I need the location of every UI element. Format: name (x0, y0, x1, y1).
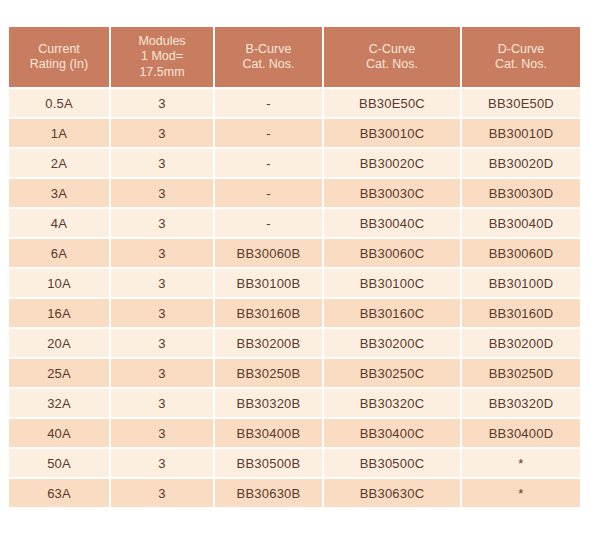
table-cell-modules: 3 (111, 149, 213, 177)
column-header-d-curve: D-Curve Cat. Nos. (462, 27, 580, 87)
table-cell-c_curve: BB30010C (324, 119, 460, 147)
table-row: 63A3BB30630BBB30630C* (9, 479, 580, 507)
table-row: 1A3-BB30010CBB30010D (9, 119, 580, 147)
column-header-b-curve: B-Curve Cat. Nos. (215, 27, 322, 87)
table-cell-b_curve: - (215, 149, 322, 177)
table-cell-d_curve: BB30250D (462, 359, 580, 387)
table-cell-b_curve: BB30630B (215, 479, 322, 507)
table-cell-d_curve: BB30400D (462, 419, 580, 447)
column-header-current-rating: Current Rating (In) (9, 27, 109, 87)
table-cell-b_curve: - (215, 209, 322, 237)
table-cell-current_rating: 50A (9, 449, 109, 477)
table-cell-modules: 3 (111, 179, 213, 207)
table-header-row: Current Rating (In) Modules 1 Mod= 17.5m… (9, 27, 580, 87)
table-cell-d_curve: BB30010D (462, 119, 580, 147)
table-header: Current Rating (In) Modules 1 Mod= 17.5m… (9, 27, 580, 87)
column-header-modules: Modules 1 Mod= 17.5mm (111, 27, 213, 87)
table-cell-current_rating: 1A (9, 119, 109, 147)
table-cell-modules: 3 (111, 359, 213, 387)
table-cell-d_curve: BB30E50D (462, 89, 580, 117)
table-row: 0.5A3-BB30E50CBB30E50D (9, 89, 580, 117)
table-cell-modules: 3 (111, 329, 213, 357)
table-cell-c_curve: BB30E50C (324, 89, 460, 117)
table-row: 20A3BB30200BBB30200CBB30200D (9, 329, 580, 357)
table-cell-current_rating: 32A (9, 389, 109, 417)
table-cell-d_curve: BB30160D (462, 299, 580, 327)
table-cell-d_curve: * (462, 449, 580, 477)
table-cell-c_curve: BB30030C (324, 179, 460, 207)
table-cell-current_rating: 25A (9, 359, 109, 387)
table-cell-modules: 3 (111, 449, 213, 477)
catalog-table-container: Current Rating (In) Modules 1 Mod= 17.5m… (7, 25, 582, 509)
table-cell-c_curve: BB30400C (324, 419, 460, 447)
table-cell-b_curve: BB30200B (215, 329, 322, 357)
table-cell-current_rating: 0.5A (9, 89, 109, 117)
table-cell-b_curve: BB30500B (215, 449, 322, 477)
catalog-table: Current Rating (In) Modules 1 Mod= 17.5m… (7, 25, 582, 509)
table-cell-b_curve: BB30100B (215, 269, 322, 297)
table-row: 3A3-BB30030CBB30030D (9, 179, 580, 207)
table-cell-c_curve: BB30020C (324, 149, 460, 177)
table-cell-b_curve: - (215, 89, 322, 117)
table-cell-d_curve: BB30020D (462, 149, 580, 177)
table-row: 40A3BB30400BBB30400CBB30400D (9, 419, 580, 447)
table-cell-current_rating: 40A (9, 419, 109, 447)
table-cell-modules: 3 (111, 419, 213, 447)
table-row: 6A3BB30060BBB30060CBB30060D (9, 239, 580, 267)
table-cell-d_curve: BB30030D (462, 179, 580, 207)
table-row: 10A3BB30100BBB30100CBB30100D (9, 269, 580, 297)
table-cell-b_curve: BB30320B (215, 389, 322, 417)
table-cell-b_curve: - (215, 119, 322, 147)
table-row: 50A3BB30500BBB30500C* (9, 449, 580, 477)
table-cell-d_curve: * (462, 479, 580, 507)
table-cell-d_curve: BB30100D (462, 269, 580, 297)
table-cell-c_curve: BB30160C (324, 299, 460, 327)
table-cell-d_curve: BB30320D (462, 389, 580, 417)
table-cell-modules: 3 (111, 89, 213, 117)
table-cell-b_curve: - (215, 179, 322, 207)
table-body: 0.5A3-BB30E50CBB30E50D1A3-BB30010CBB3001… (9, 89, 580, 507)
table-cell-d_curve: BB30040D (462, 209, 580, 237)
table-row: 32A3BB30320BBB30320CBB30320D (9, 389, 580, 417)
table-cell-current_rating: 20A (9, 329, 109, 357)
table-cell-c_curve: BB30060C (324, 239, 460, 267)
table-cell-modules: 3 (111, 239, 213, 267)
table-cell-current_rating: 2A (9, 149, 109, 177)
table-cell-current_rating: 10A (9, 269, 109, 297)
table-cell-c_curve: BB30500C (324, 449, 460, 477)
table-cell-modules: 3 (111, 389, 213, 417)
table-cell-modules: 3 (111, 299, 213, 327)
table-cell-c_curve: BB30100C (324, 269, 460, 297)
table-cell-b_curve: BB30400B (215, 419, 322, 447)
table-cell-c_curve: BB30630C (324, 479, 460, 507)
table-cell-c_curve: BB30200C (324, 329, 460, 357)
table-cell-current_rating: 16A (9, 299, 109, 327)
table-cell-c_curve: BB30040C (324, 209, 460, 237)
table-cell-c_curve: BB30320C (324, 389, 460, 417)
table-cell-modules: 3 (111, 119, 213, 147)
table-row: 2A3-BB30020CBB30020D (9, 149, 580, 177)
table-cell-b_curve: BB30160B (215, 299, 322, 327)
table-cell-c_curve: BB30250C (324, 359, 460, 387)
table-row: 4A3-BB30040CBB30040D (9, 209, 580, 237)
table-cell-d_curve: BB30200D (462, 329, 580, 357)
table-cell-modules: 3 (111, 479, 213, 507)
table-cell-modules: 3 (111, 209, 213, 237)
table-cell-current_rating: 63A (9, 479, 109, 507)
table-cell-b_curve: BB30250B (215, 359, 322, 387)
table-row: 25A3BB30250BBB30250CBB30250D (9, 359, 580, 387)
table-cell-current_rating: 4A (9, 209, 109, 237)
column-header-c-curve: C-Curve Cat. Nos. (324, 27, 460, 87)
table-cell-modules: 3 (111, 269, 213, 297)
table-cell-current_rating: 3A (9, 179, 109, 207)
table-cell-current_rating: 6A (9, 239, 109, 267)
table-row: 16A3BB30160BBB30160CBB30160D (9, 299, 580, 327)
table-cell-b_curve: BB30060B (215, 239, 322, 267)
table-cell-d_curve: BB30060D (462, 239, 580, 267)
